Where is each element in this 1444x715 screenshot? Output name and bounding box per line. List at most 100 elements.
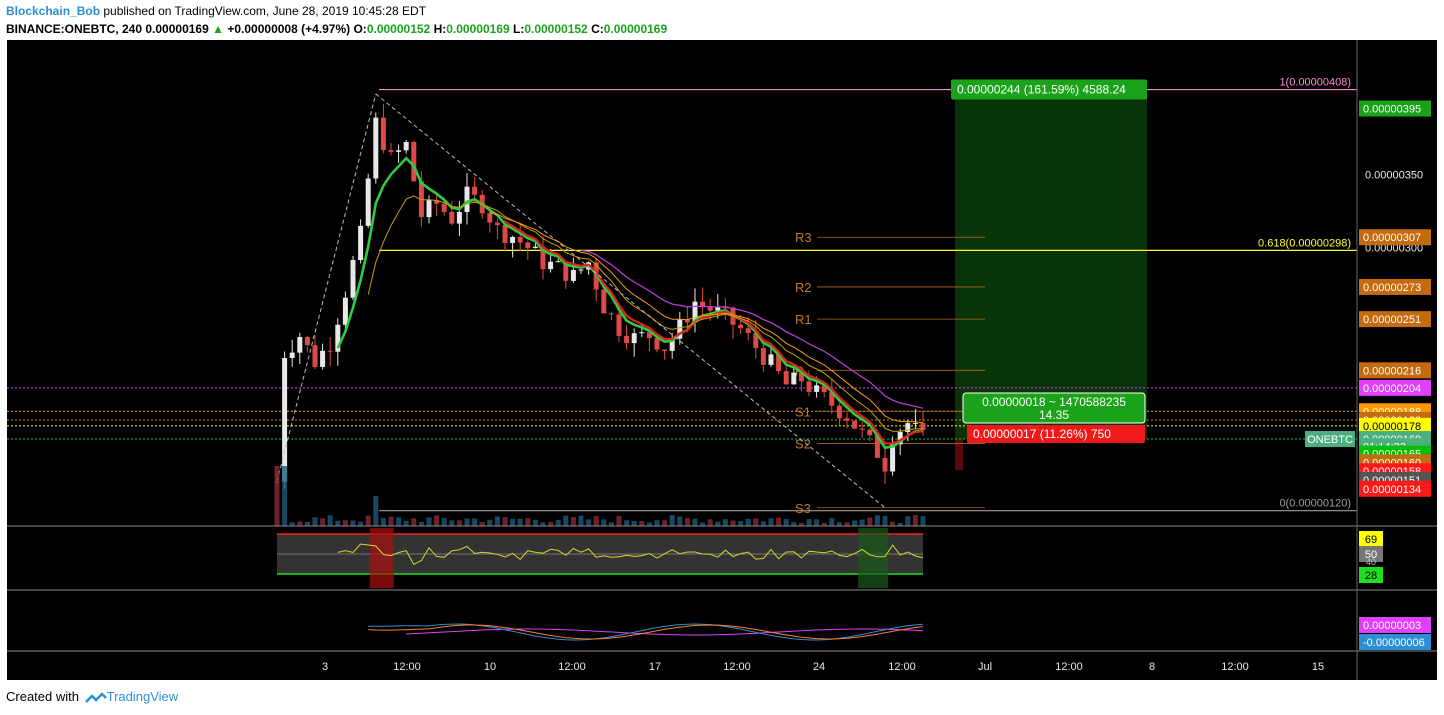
candle-body <box>517 236 523 243</box>
candle-body <box>874 435 880 458</box>
macd-pane: 0.00000003 -0.00000006 <box>368 617 1431 650</box>
volume-bar <box>388 516 394 526</box>
volume-bar <box>700 522 706 526</box>
candle-body <box>890 444 896 472</box>
volume-bar <box>540 522 546 526</box>
candle-body <box>418 181 424 218</box>
symbol-name: BINANCE:ONEBTC, 240 <box>6 22 143 36</box>
volume-bar <box>494 516 500 526</box>
symbol-tag: ONEBTC <box>1307 434 1353 446</box>
volume-bar <box>555 519 561 526</box>
volume-bar <box>510 518 516 526</box>
volume-bar <box>897 522 903 526</box>
price-axis-tick: 0.00000300 <box>1365 242 1423 254</box>
volume-bar <box>783 519 789 526</box>
candle-body <box>722 307 728 309</box>
target-label-box <box>951 79 1147 100</box>
candle-body <box>844 418 850 421</box>
candle-body <box>760 348 766 365</box>
volume-bar <box>624 520 630 526</box>
axes: 0.00000350 0.00000300 0.00000395 0.00000307… <box>7 40 1437 680</box>
candle-body <box>616 314 622 336</box>
candle-body <box>297 337 303 353</box>
range-label-box <box>962 392 1146 424</box>
stop-label: 0.00000017 (11.26%) 750 <box>973 427 1111 441</box>
price-label-box <box>1359 311 1431 328</box>
symbol-line: BINANCE:ONEBTC, 240 0.00000169 ▲ +0.0000… <box>6 22 667 36</box>
volume-bar <box>867 517 873 526</box>
time-axis-tick: 8 <box>1149 661 1155 673</box>
volume-bar <box>517 518 523 526</box>
volume-bar <box>411 518 417 526</box>
candle-body <box>396 150 402 152</box>
candle-body <box>464 186 470 212</box>
volume-bar <box>365 515 371 526</box>
volume-bar <box>441 518 447 526</box>
chart-background <box>7 40 1437 680</box>
created-with-text: Created with <box>6 689 79 704</box>
candle-body <box>882 457 888 472</box>
price-chart[interactable]: 1(0.00000408) 0.618(0.00000298) 0(0.000001… <box>7 40 1437 680</box>
volume-bar <box>662 520 668 526</box>
candle-body <box>282 358 288 482</box>
price-label-box <box>1359 480 1431 497</box>
candle-body <box>289 352 295 359</box>
volume-bar <box>396 517 402 526</box>
candle-body <box>327 350 333 352</box>
candle-body <box>829 392 835 406</box>
candle-body <box>449 211 455 224</box>
volume-bar <box>456 520 462 526</box>
volume-bar <box>373 496 379 526</box>
volume-bar <box>768 518 774 526</box>
time-axis-tick: 12:00 <box>723 661 751 673</box>
volume-bar <box>738 521 744 526</box>
price-label: 0.00000178 <box>1363 421 1421 433</box>
candle-body <box>753 333 759 349</box>
price-label-box <box>1359 100 1431 117</box>
volume-bar <box>320 518 326 526</box>
time-axis-tick: 12:00 <box>1055 661 1083 673</box>
price-change: +0.00000008 (+4.97%) <box>227 22 351 36</box>
publish-line: Blockchain_Bob published on TradingView.… <box>6 4 426 18</box>
volume-bar <box>836 522 842 526</box>
candle-body <box>358 225 364 261</box>
time-axis-tick: Jul <box>978 661 992 673</box>
pivot-label: S1 <box>795 404 811 419</box>
macd-value-box <box>1359 617 1431 633</box>
candle-body <box>403 141 409 151</box>
high-label: H: <box>433 22 447 36</box>
volume-bar <box>608 522 614 526</box>
candle-body <box>532 246 538 249</box>
volume-bar <box>730 520 736 526</box>
price-label-box <box>1359 379 1431 396</box>
volume-bar <box>654 520 660 526</box>
close-value: 0.00000169 <box>603 22 668 36</box>
volume-bar <box>692 518 698 526</box>
candle-body <box>646 332 652 339</box>
price-label-box <box>1359 417 1431 434</box>
volume-bar <box>472 518 478 526</box>
author-name[interactable]: Blockchain_Bob <box>6 4 101 18</box>
volume-bar <box>829 518 835 526</box>
close-label: C: <box>591 22 604 36</box>
time-axis-tick: 24 <box>813 661 825 673</box>
candle-body <box>814 385 820 392</box>
candle-body <box>867 429 873 436</box>
candle-body <box>487 213 493 223</box>
volume-bar <box>449 520 455 526</box>
swing-line <box>375 93 886 509</box>
price-label: 0.00000273 <box>1363 282 1421 294</box>
price-label-box <box>1359 362 1431 379</box>
candle-body <box>631 333 637 344</box>
candle-body <box>677 319 683 339</box>
low-label: L: <box>512 22 525 36</box>
candle-body <box>768 354 774 365</box>
candle-body <box>745 328 751 334</box>
candle-body <box>380 117 386 151</box>
tradingview-brand[interactable]: TradingView <box>106 689 179 704</box>
macd-signal-line <box>368 624 924 640</box>
candle-body <box>798 372 804 382</box>
volume-bar <box>905 516 911 526</box>
target-label: 0.00000244 (161.59%) 4588.24 <box>957 83 1126 97</box>
fib-label: 0.618(0.00000298) <box>1258 237 1351 249</box>
